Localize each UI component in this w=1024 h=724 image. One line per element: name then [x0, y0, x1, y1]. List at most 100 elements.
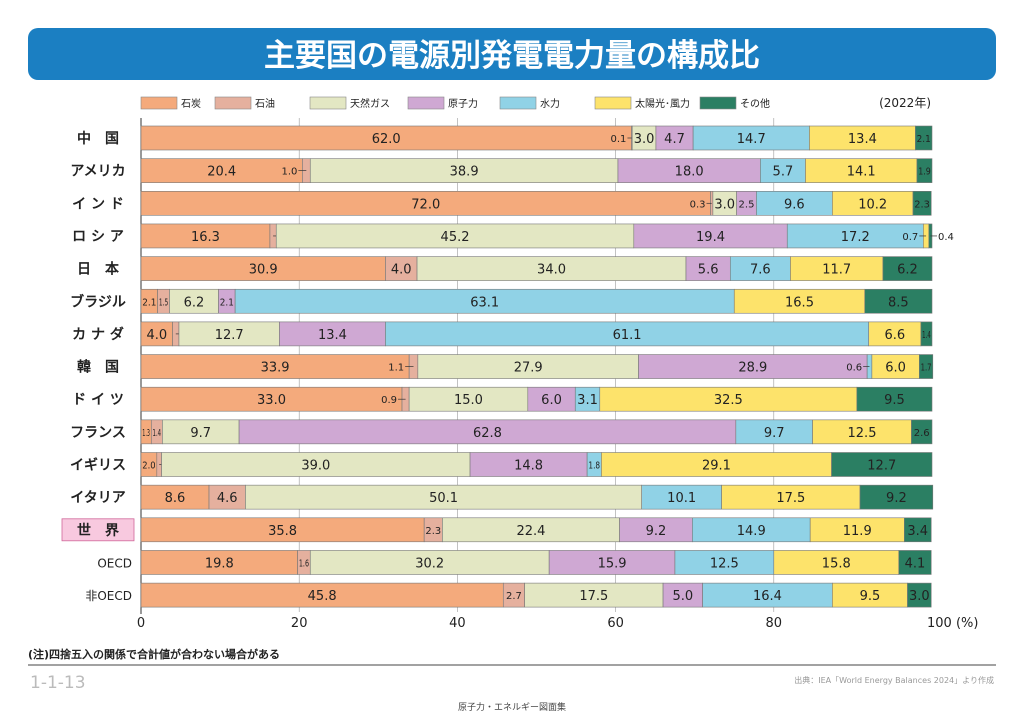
bar-segment: [234, 288, 735, 314]
bar-segment: [169, 288, 219, 314]
data-label: 0.1: [611, 134, 627, 145]
data-label: 28.9: [738, 361, 767, 376]
bar-segment: [601, 452, 832, 477]
data-label: 10.2: [858, 197, 887, 212]
data-label-group: 1.6: [299, 557, 309, 569]
data-label: 15.8: [822, 556, 851, 571]
data-label: 22.4: [516, 524, 545, 539]
data-label: 0.3: [690, 199, 706, 210]
bar-segment: [548, 550, 676, 575]
data-label: 2.5: [739, 199, 755, 210]
category-label: 非OECD: [85, 589, 132, 603]
data-label: 30.9: [249, 263, 278, 278]
legend-swatch: [214, 96, 252, 110]
data-label: 1.8: [588, 461, 600, 472]
bar-segment: [140, 354, 410, 379]
data-label: 33.9: [261, 361, 290, 376]
data-label: 3.0: [634, 132, 655, 147]
legend-swatch: [407, 96, 445, 110]
bar-segment: [140, 517, 425, 543]
data-label: 1.4: [153, 427, 162, 438]
category-label: イギリス: [70, 457, 126, 474]
data-label: 2.1: [917, 134, 931, 146]
title-banner: [28, 28, 996, 80]
legend-swatch: [499, 96, 537, 110]
data-label: 7.6: [750, 263, 771, 278]
bar-segment: [385, 256, 418, 281]
bar-segment: [809, 517, 905, 543]
data-label: 6.6: [884, 328, 905, 343]
bar-segment: [140, 223, 271, 249]
data-label: 9.7: [190, 426, 211, 441]
data-label: 17.2: [841, 230, 870, 245]
x-tick-label: 20: [291, 616, 308, 631]
data-label: 4.0: [391, 263, 412, 278]
data-label: 0.4: [938, 232, 954, 243]
x-tick-label: 80: [766, 616, 783, 631]
x-tick-label: 100 (%): [927, 616, 978, 631]
data-label: 4.6: [217, 491, 238, 506]
data-label: 14.1: [847, 165, 876, 180]
bar-segment: [898, 550, 932, 575]
data-label: 1.3: [142, 427, 150, 438]
bar-segment: [524, 582, 664, 608]
data-label: 9.5: [860, 589, 881, 604]
data-label-group: 2.7: [506, 591, 522, 602]
data-label: 4.7: [664, 132, 685, 147]
bar-segment: [856, 386, 933, 412]
bar-segment: [915, 125, 933, 151]
data-label: 12.7: [215, 328, 244, 343]
data-label: 3.0: [909, 589, 930, 604]
data-label: 45.8: [308, 589, 337, 604]
x-tick-label: 0: [137, 616, 145, 631]
data-label: 16.5: [785, 295, 814, 310]
data-label: 8.6: [165, 491, 186, 506]
bar-segment: [275, 223, 635, 249]
data-label: 1.4: [922, 329, 931, 340]
category-label: アメリカ: [70, 164, 125, 180]
bar-segment: [599, 386, 858, 412]
bar-segment: [831, 452, 933, 477]
data-label: 2.3: [914, 199, 930, 210]
data-label: 34.0: [537, 263, 566, 278]
category-label: 世 界: [77, 522, 120, 539]
data-label: 38.9: [450, 165, 479, 180]
data-label: 2.6: [914, 428, 930, 439]
data-label-group: 2.6: [914, 428, 930, 439]
bar-segment: [674, 550, 775, 575]
bar-segment: [735, 419, 813, 445]
legend-label: 原子力: [448, 97, 478, 110]
data-label: 19.4: [696, 230, 725, 245]
bar-segment: [786, 223, 924, 249]
source-text: 出典：IEA「World Energy Balances 2024」より作成: [794, 675, 994, 685]
data-label: 35.8: [268, 524, 297, 539]
category-label: イ ン ド: [72, 196, 124, 212]
data-label: 1.0: [281, 167, 297, 178]
bar-segment: [920, 321, 933, 347]
category-label: OECD: [97, 556, 132, 570]
bar-segment: [417, 354, 639, 379]
data-label: 27.9: [514, 361, 543, 376]
bar-segment: [140, 484, 210, 510]
data-label: 0.6: [846, 363, 862, 374]
data-label: 18.0: [675, 165, 704, 180]
bar-segment: [140, 191, 711, 216]
bar-segment: [408, 386, 529, 412]
bar-segment: [790, 256, 884, 281]
data-label: 45.2: [441, 230, 470, 245]
highlight-box: [61, 518, 135, 542]
data-label: 0.9: [381, 395, 397, 406]
data-label: 3.1: [577, 393, 598, 408]
data-label: 61.1: [613, 328, 642, 343]
data-label: 19.8: [205, 556, 234, 571]
category-label: 韓 国: [77, 359, 119, 376]
bar-segment: [309, 158, 619, 183]
bar-segment: [832, 582, 908, 608]
bar-segment: [864, 288, 933, 314]
bar-segment: [442, 517, 620, 543]
data-label: 14.8: [514, 459, 543, 474]
bars: 62.0 0.1 3.0 4.7 14.7 13.4 2.1 20.4 1.0 38.9 18.0 5…: [140, 125, 954, 608]
bar-segment: [279, 321, 386, 347]
data-label: 13.4: [848, 132, 877, 147]
